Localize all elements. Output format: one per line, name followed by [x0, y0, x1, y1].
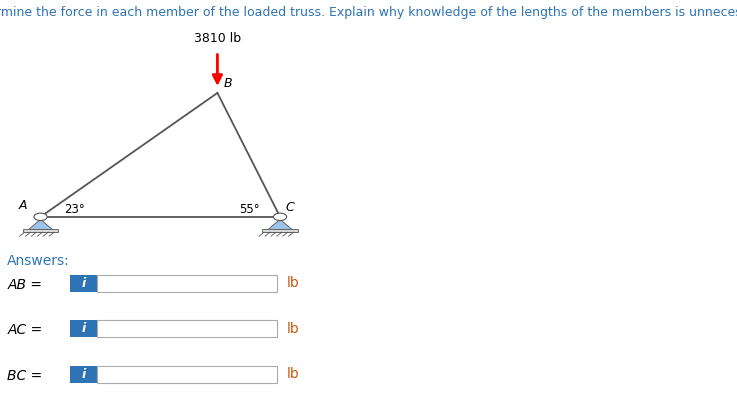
Text: 3810 lb: 3810 lb [194, 33, 241, 45]
Polygon shape [265, 219, 295, 232]
Text: i: i [81, 322, 85, 335]
Text: AB =: AB = [7, 278, 42, 292]
Text: 23°: 23° [64, 203, 85, 216]
Text: C: C [286, 201, 295, 214]
FancyBboxPatch shape [97, 366, 277, 383]
Text: lb: lb [287, 322, 299, 336]
FancyBboxPatch shape [70, 320, 97, 337]
Bar [23, 229, 58, 232]
Text: Determine the force in each member of the loaded truss. Explain why knowledge of: Determine the force in each member of th… [0, 6, 737, 19]
Text: A: A [18, 199, 27, 212]
FancyBboxPatch shape [70, 366, 97, 383]
FancyBboxPatch shape [70, 275, 97, 292]
Text: Answers:: Answers: [7, 254, 70, 268]
Text: i: i [81, 277, 85, 290]
Text: i: i [81, 368, 85, 381]
Text: BC =: BC = [7, 369, 43, 383]
Polygon shape [26, 219, 55, 232]
FancyBboxPatch shape [97, 275, 277, 292]
Text: 55°: 55° [240, 203, 260, 216]
Bar [262, 229, 298, 232]
Circle shape [34, 213, 47, 221]
Text: B: B [223, 77, 232, 90]
FancyBboxPatch shape [97, 320, 277, 337]
Text: AC =: AC = [7, 323, 43, 337]
Text: lb: lb [287, 276, 299, 290]
Text: lb: lb [287, 367, 299, 381]
Circle shape [273, 213, 287, 221]
